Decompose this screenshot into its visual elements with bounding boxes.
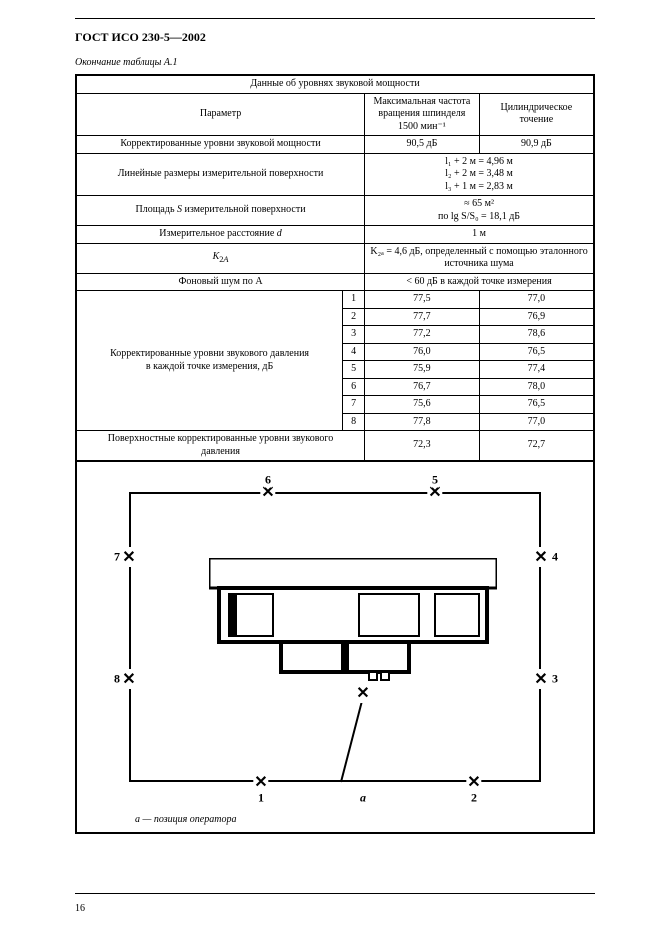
point-6-label: 6	[264, 473, 272, 488]
point-3-label: 3	[551, 672, 559, 687]
diagram-caption: a — позиция оператора	[135, 814, 236, 825]
num-cell: 3	[343, 326, 365, 344]
param-cell: Фоновый шум по А	[76, 273, 365, 291]
value-cell: 72,7	[479, 431, 594, 462]
value-cell: 78,0	[479, 378, 594, 396]
param-cell: Измерительное расстояние d	[76, 226, 365, 244]
point-7-label: 7	[113, 550, 121, 565]
num-cell: 4	[343, 343, 365, 361]
value-cell: 78,6	[479, 326, 594, 344]
data-table: Данные об уровнях звуковой мощности Пара…	[75, 74, 595, 462]
page-number: 16	[75, 903, 85, 914]
table-subheader-row: Параметр Максимальная частота вращения ш…	[76, 93, 594, 136]
point-7-x-icon: ✕	[121, 547, 136, 567]
measurement-diagram: ✕ 1 ✕ 2 ✕ 3 ✕ 4 ✕ 5 ✕ 6 ✕ 7 ✕ 8 ✕ a a	[77, 462, 593, 832]
point-2-x-icon: ✕	[466, 772, 481, 792]
param-cell: Поверхностные корректированные уровни зв…	[76, 431, 365, 462]
table-row: Корректированные уровни звуковой мощност…	[76, 136, 594, 154]
num-cell: 8	[343, 413, 365, 431]
col-v1-label: Максимальная частота вращения шпинделя 1…	[365, 93, 480, 136]
point-2-label: 2	[470, 791, 478, 806]
point-8-label: 8	[113, 672, 121, 687]
table-row: K2A K₂ₐ = 4,6 дБ, определенный с помощью…	[76, 243, 594, 273]
value-cell: 76,0	[365, 343, 480, 361]
num-cell: 2	[343, 308, 365, 326]
param-cell: Корректированные уровни звукового давлен…	[76, 291, 343, 431]
point-4-x-icon: ✕	[533, 547, 548, 567]
table-row: Корректированные уровни звукового давлен…	[76, 291, 594, 309]
page: ГОСТ ИСО 230-5—2002 Окончание таблицы А.…	[0, 0, 661, 936]
operator-label: a	[359, 791, 367, 806]
diagram-container: ✕ 1 ✕ 2 ✕ 3 ✕ 4 ✕ 5 ✕ 6 ✕ 7 ✕ 8 ✕ a a	[75, 462, 595, 834]
value-cell: 90,5 дБ	[365, 136, 480, 154]
value-cell: 90,9 дБ	[479, 136, 594, 154]
value-cell: 76,5	[479, 343, 594, 361]
point-8-x-icon: ✕	[121, 669, 136, 689]
value-cell: 77,4	[479, 361, 594, 379]
point-1-label: 1	[257, 791, 265, 806]
table-row: Площадь S измерительной поверхности ≈ 65…	[76, 196, 594, 226]
num-cell: 6	[343, 378, 365, 396]
num-cell: 1	[343, 291, 365, 309]
operator-x-icon: ✕	[355, 683, 370, 703]
value-cell: 75,9	[365, 361, 480, 379]
top-rule	[75, 18, 595, 19]
point-4-label: 4	[551, 550, 559, 565]
table-header-row: Данные об уровнях звуковой мощности	[76, 75, 594, 93]
col-param-label: Параметр	[76, 93, 365, 136]
point-5-label: 5	[431, 473, 439, 488]
point-1-x-icon: ✕	[253, 772, 268, 792]
table-header-span: Данные об уровнях звуковой мощности	[76, 75, 594, 93]
value-cell: 77,5	[365, 291, 480, 309]
param-cell: Линейные размеры измерительной поверхнос…	[76, 153, 365, 196]
param-cell: Площадь S измерительной поверхности	[76, 196, 365, 226]
param-cell: Корректированные уровни звуковой мощност…	[76, 136, 365, 154]
num-cell: 7	[343, 396, 365, 414]
value-cell: 76,5	[479, 396, 594, 414]
value-cell-merged: < 60 дБ в каждой точке измерения	[365, 273, 594, 291]
table-row: Измерительное расстояние d 1 м	[76, 226, 594, 244]
param-cell: K2A	[76, 243, 365, 273]
num-cell: 5	[343, 361, 365, 379]
table-caption: Окончание таблицы А.1	[75, 57, 595, 68]
value-cell-merged: 1 м	[365, 226, 594, 244]
bottom-rule	[75, 893, 595, 894]
value-cell-merged: ≈ 65 м² по lg S/S₀ = 18,1 дБ	[365, 196, 594, 226]
value-cell: 77,0	[479, 413, 594, 431]
value-cell-merged: K₂ₐ = 4,6 дБ, определенный с помощью эта…	[365, 243, 594, 273]
value-cell: 77,7	[365, 308, 480, 326]
value-cell: 76,9	[479, 308, 594, 326]
value-cell: 77,0	[479, 291, 594, 309]
value-cell-merged: l₁ + 2 м = 4,96 м l₂ + 2 м = 3,48 м l₃ +…	[365, 153, 594, 196]
table-row: Фоновый шум по А < 60 дБ в каждой точке …	[76, 273, 594, 291]
value-cell: 76,7	[365, 378, 480, 396]
value-cell: 77,8	[365, 413, 480, 431]
value-cell: 77,2	[365, 326, 480, 344]
value-cell: 75,6	[365, 396, 480, 414]
content-area: ГОСТ ИСО 230-5—2002 Окончание таблицы А.…	[75, 30, 595, 834]
value-cell: 72,3	[365, 431, 480, 462]
table-row: Поверхностные корректированные уровни зв…	[76, 431, 594, 462]
table-row: Линейные размеры измерительной поверхнос…	[76, 153, 594, 196]
point-3-x-icon: ✕	[533, 669, 548, 689]
doc-title: ГОСТ ИСО 230-5—2002	[75, 30, 595, 45]
machine-icon	[209, 558, 497, 682]
col-v2-label: Цилиндрическое точение	[479, 93, 594, 136]
